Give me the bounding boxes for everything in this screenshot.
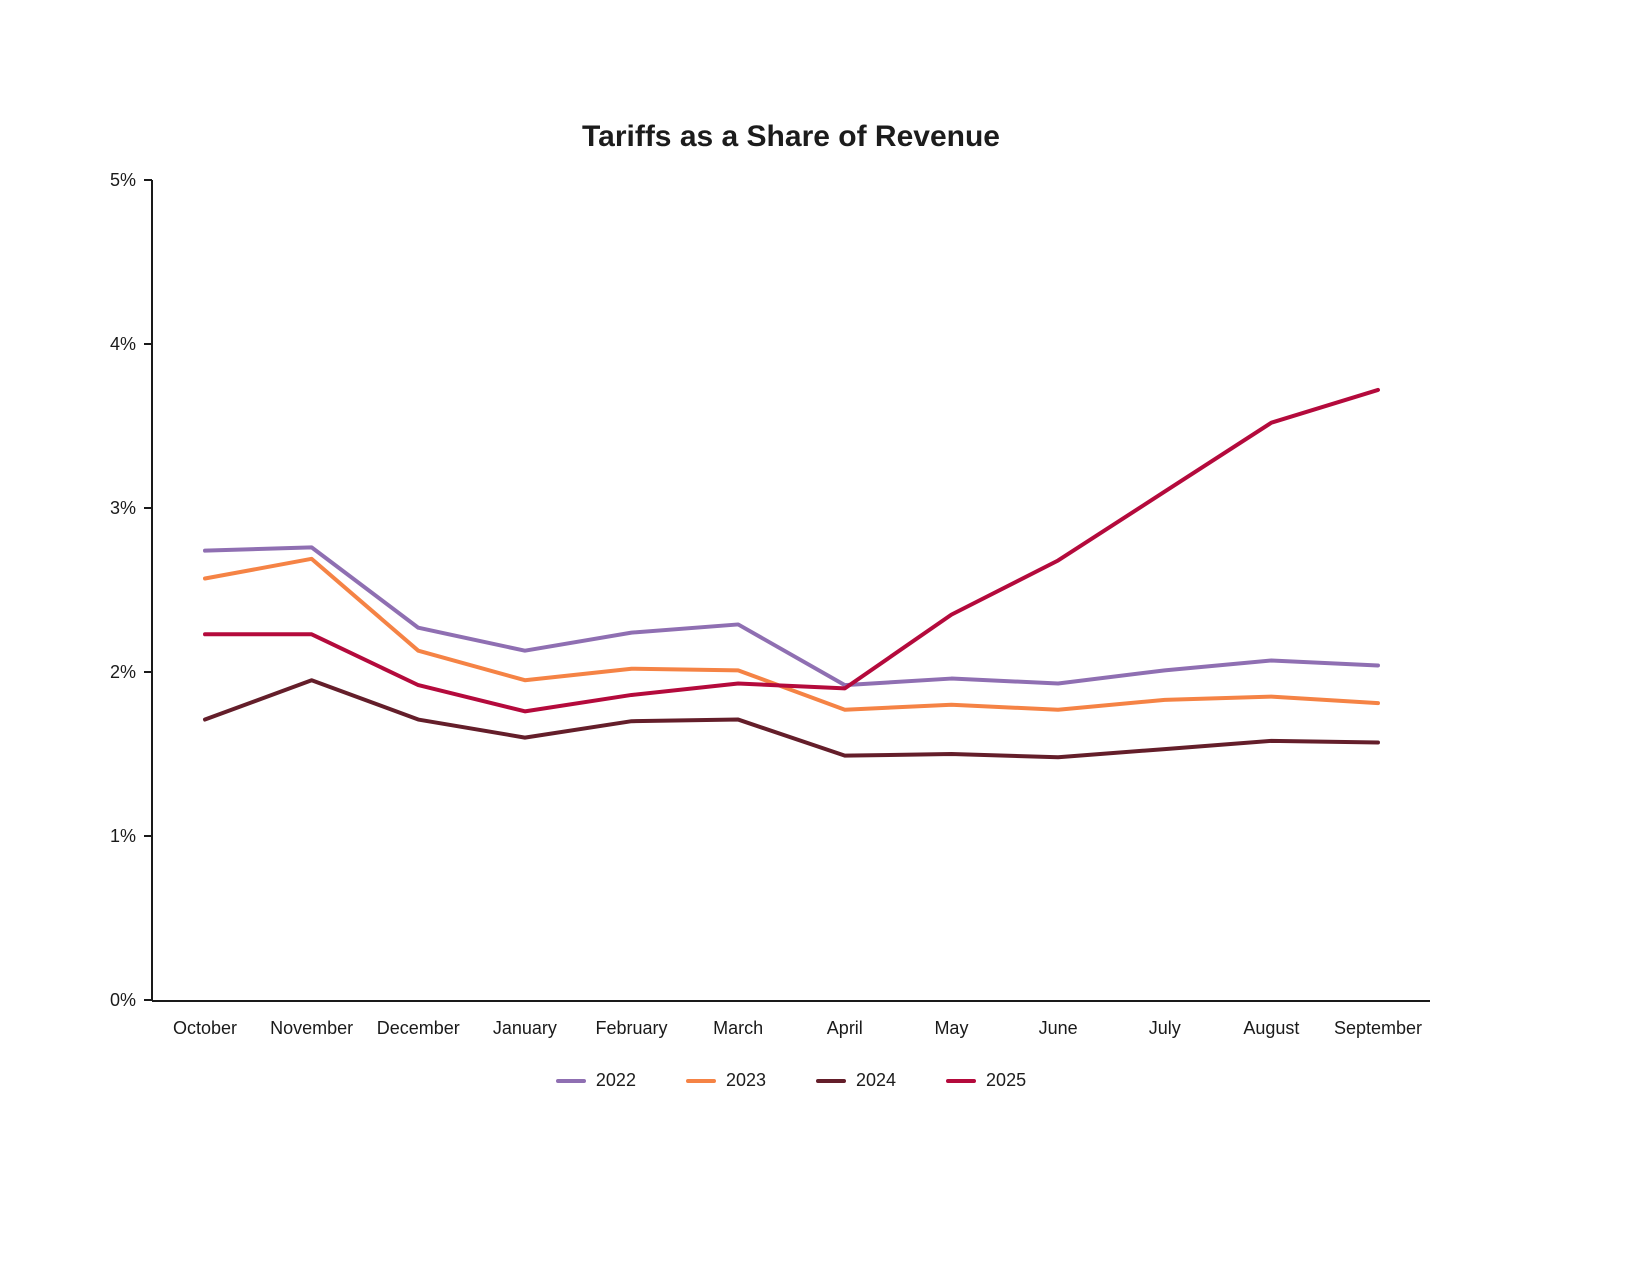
legend-label: 2023 bbox=[725, 1070, 766, 1090]
series-line-2024 bbox=[203, 678, 1380, 760]
x-tick-label: October bbox=[173, 1018, 237, 1038]
y-tick-label: 5% bbox=[110, 170, 136, 190]
x-tick-label: May bbox=[934, 1018, 968, 1038]
legend-swatch-2023 bbox=[685, 1078, 716, 1083]
legend-item-2022: 2022 bbox=[555, 1070, 636, 1091]
x-tick-label: February bbox=[596, 1018, 668, 1038]
legend-label: 2022 bbox=[595, 1070, 636, 1090]
x-tick-label: March bbox=[713, 1018, 763, 1038]
x-tick-label: November bbox=[270, 1018, 353, 1038]
y-tick-label: 2% bbox=[110, 662, 136, 682]
legend-swatch-2024 bbox=[816, 1078, 846, 1083]
legend-swatch-2022 bbox=[555, 1078, 586, 1083]
x-tick-label: June bbox=[1039, 1018, 1078, 1038]
x-tick-label: April bbox=[827, 1018, 863, 1038]
legend-label: 2024 bbox=[856, 1070, 897, 1090]
y-tick-label: 1% bbox=[110, 826, 136, 846]
x-tick-label: December bbox=[377, 1018, 460, 1038]
series-line-2022 bbox=[203, 545, 1380, 688]
legend-swatch-2025 bbox=[946, 1078, 977, 1083]
y-tick-label: 4% bbox=[110, 334, 136, 354]
series-line-2025 bbox=[203, 387, 1380, 714]
chart-legend: 2022 2023 2024 2025 bbox=[152, 1070, 1430, 1091]
y-tick-label: 0% bbox=[110, 990, 136, 1010]
x-tick-label: January bbox=[493, 1018, 557, 1038]
chart-title: Tariffs as a Share of Revenue bbox=[582, 120, 1000, 153]
legend-item-2024: 2024 bbox=[816, 1070, 896, 1091]
legend-item-2023: 2023 bbox=[685, 1070, 766, 1091]
x-tick-label: August bbox=[1243, 1018, 1299, 1038]
x-tick-label: September bbox=[1334, 1018, 1422, 1038]
x-tick-label: July bbox=[1149, 1018, 1181, 1038]
legend-label: 2025 bbox=[986, 1070, 1027, 1090]
legend-item-2025: 2025 bbox=[946, 1070, 1026, 1091]
series-line-2023 bbox=[203, 556, 1380, 712]
y-tick-label: 3% bbox=[110, 498, 136, 518]
